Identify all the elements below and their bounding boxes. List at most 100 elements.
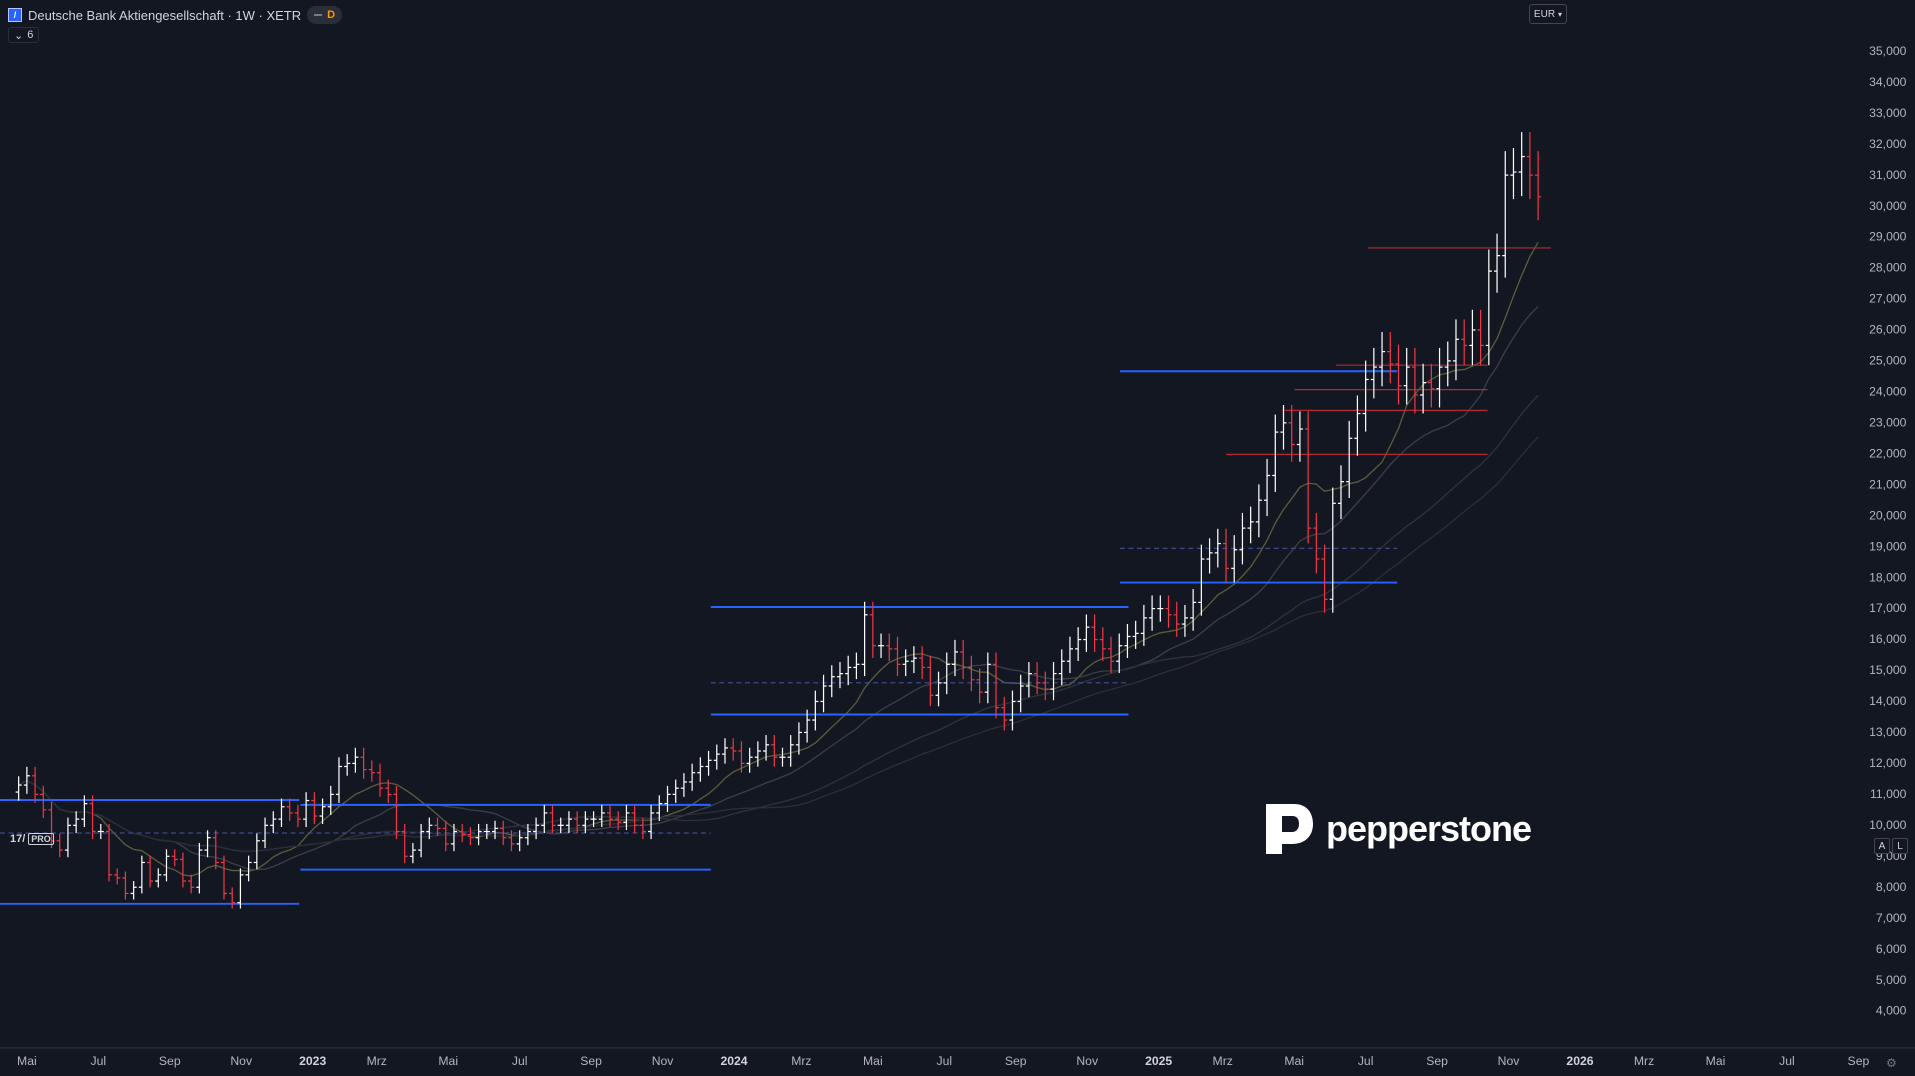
ohlc-bar	[1420, 363, 1427, 414]
ohlc-bar	[886, 633, 893, 661]
ohlc-bar	[1411, 347, 1418, 414]
delayed-flag: D	[327, 9, 336, 21]
indicator-count: 6	[27, 29, 34, 41]
ohlc-bar	[212, 830, 219, 870]
time-tick-label: Jul	[936, 1054, 952, 1068]
ohlc-bar	[114, 868, 121, 885]
ohlc-bar	[574, 811, 581, 834]
time-tick-label: Nov	[1498, 1054, 1521, 1068]
time-tick-label: 2026	[1566, 1054, 1593, 1068]
ohlc-bar	[491, 820, 499, 840]
currency-selector[interactable]: EUR ▾	[1529, 4, 1567, 24]
ohlc-bar	[294, 804, 301, 828]
time-tick-label: Mai	[1706, 1054, 1726, 1068]
time-tick-label: 2024	[720, 1054, 747, 1068]
moving-average-line	[18, 241, 1539, 877]
ohlc-bar	[845, 655, 852, 686]
tradingview-logo[interactable]: 17/ PRO	[10, 833, 54, 845]
ohlc-bar	[533, 817, 540, 840]
indicators-toggle[interactable]: ⌄ 6	[8, 27, 40, 43]
log-scale-button[interactable]: L	[1892, 838, 1908, 854]
ohlc-bar	[1379, 332, 1386, 387]
time-tick-label: Sep	[159, 1054, 181, 1068]
ohlc-bar	[147, 855, 154, 888]
price-tick-label: 14,000	[1869, 694, 1907, 708]
ohlc-bar	[549, 804, 556, 834]
ohlc-bar	[1346, 420, 1353, 498]
price-tick-label: 4,000	[1876, 1004, 1907, 1018]
ohlc-bar	[303, 792, 310, 828]
ohlc-bar	[245, 855, 252, 882]
ohlc-bar	[902, 649, 909, 677]
time-tick-label: Mai	[863, 1054, 883, 1068]
time-tick-label: Nov	[230, 1054, 253, 1068]
ohlc-bar	[1477, 309, 1484, 366]
ohlc-bar	[335, 757, 343, 803]
chevron-down-icon: ▾	[1558, 9, 1563, 19]
ohlc-bar	[1066, 636, 1074, 674]
ohlc-bar	[1058, 649, 1065, 686]
ohlc-bar	[1124, 623, 1131, 658]
ohlc-bar	[894, 636, 901, 677]
moving-average-line	[18, 305, 1539, 871]
time-tick-label: Sep	[1426, 1054, 1448, 1068]
price-tick-label: 12,000	[1869, 756, 1907, 770]
ohlc-bar	[237, 868, 244, 909]
ohlc-bar	[1280, 405, 1287, 450]
ohlc-bar	[23, 766, 30, 794]
time-tick-label: Nov	[1076, 1054, 1099, 1068]
time-tick-label: Jul	[1358, 1054, 1374, 1068]
status-pill[interactable]: D	[307, 6, 343, 24]
ohlc-bar	[1206, 538, 1213, 574]
ohlc-bar	[828, 665, 835, 698]
ohlc-bar	[877, 633, 885, 658]
ohlc-bar	[648, 804, 655, 840]
settings-gear-icon[interactable]: ⚙	[1886, 1056, 1897, 1070]
ohlc-bar	[81, 795, 88, 828]
auto-scale-button[interactable]: A	[1874, 838, 1890, 854]
ohlc-bar	[919, 646, 926, 680]
symbol-title[interactable]: Deutsche Bank Aktiengesellschaft · 1W · …	[28, 7, 302, 23]
ohlc-bar	[598, 804, 605, 828]
pepperstone-logo: pepperstone	[1258, 800, 1532, 858]
ohlc-bar	[401, 823, 408, 864]
ohlc-bar	[606, 804, 614, 828]
ohlc-bar	[1214, 528, 1221, 568]
ohlc-bar	[500, 820, 507, 846]
price-tick-label: 6,000	[1876, 942, 1907, 956]
price-tick-label: 22,000	[1869, 446, 1907, 460]
ohlc-bar	[541, 804, 548, 834]
ohlc-bar	[368, 760, 375, 782]
time-tick-label: 2025	[1145, 1054, 1172, 1068]
ohlc-bar	[754, 741, 761, 767]
ohlc-bar	[1395, 344, 1402, 405]
ohlc-bar	[516, 830, 523, 852]
price-tick-label: 28,000	[1869, 261, 1907, 275]
ohlc-bar	[311, 792, 318, 825]
ohlc-bar	[853, 652, 860, 680]
price-tick-label: 21,000	[1869, 477, 1907, 491]
pro-badge: PRO	[28, 833, 54, 845]
ohlc-bar	[97, 823, 104, 840]
ohlc-bar	[155, 868, 162, 888]
ohlc-bar	[804, 709, 811, 743]
minus-icon	[314, 14, 323, 16]
time-tick-label: Mrz	[1634, 1054, 1654, 1068]
price-tick-label: 8,000	[1876, 880, 1907, 894]
ohlc-bar	[812, 690, 819, 731]
ohlc-bar	[1518, 132, 1525, 197]
ohlc-bar	[631, 804, 638, 834]
ohlc-bar	[795, 722, 802, 755]
ohlc-bar	[1091, 614, 1098, 652]
ohlc-bar	[689, 763, 696, 791]
tv-icon: 17/	[10, 833, 26, 845]
ohlc-bar	[105, 823, 113, 882]
ohlc-bar	[787, 735, 794, 767]
ohlc-bar	[196, 842, 203, 894]
ohlc-bar	[459, 823, 466, 843]
price-bars	[15, 132, 1542, 909]
symbol-header[interactable]: / Deutsche Bank Aktiengesellschaft · 1W …	[8, 6, 343, 24]
ohlc-bar	[426, 817, 433, 840]
price-tick-label: 19,000	[1869, 539, 1907, 553]
